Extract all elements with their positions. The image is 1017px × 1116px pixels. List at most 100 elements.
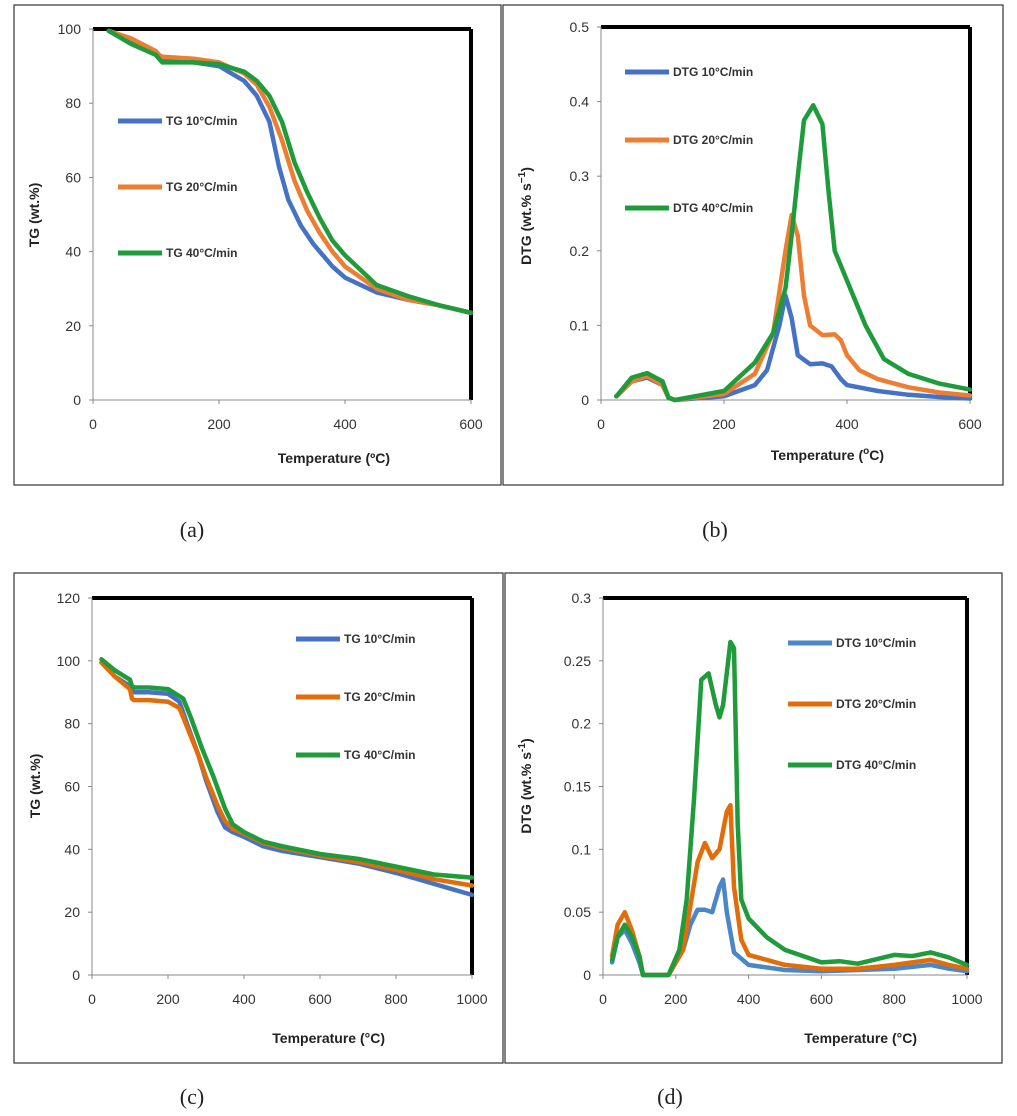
x-tick-label: 0 (89, 416, 97, 432)
y-tick-label: 100 (57, 653, 81, 669)
series-line-c-1 (99, 660, 475, 898)
chart-a: (a) 0 200 400 600 0 20 40 60 80 100 Temperature (º… (26, 21, 483, 542)
series-line-b-2 (614, 212, 973, 403)
y-tick-label: 0.25 (564, 653, 591, 669)
x-tick-label: 400 (232, 991, 256, 1007)
panel-c-frame (13, 572, 504, 1064)
x-axis-title-main: Temperature ( (771, 447, 864, 463)
y-tick-label: 0.4 (570, 94, 590, 110)
y-tick-label: 20 (65, 318, 81, 334)
series-line-b-3 (614, 103, 973, 403)
x-axis-title: Temperature (°C) (804, 1030, 917, 1046)
y-axis-title-main: TG (wt.%) (26, 183, 42, 248)
y-tick-label: 0.3 (572, 590, 592, 606)
legend-label: DTG 10°C/min (836, 636, 916, 650)
x-tick-label: 200 (156, 991, 180, 1007)
chart-b: (b) 0 200 400 600 0 0.1 0.2 0.3 0.4 0.5 Temperatur… (517, 19, 982, 542)
x-axis-title: Temperature (oC) (771, 446, 884, 463)
x-axis-title-main: Temperature (ºC) (278, 450, 390, 466)
panel-a-frame (13, 4, 502, 486)
x-tick-label: 400 (835, 416, 859, 432)
x-tick-label: 600 (958, 416, 982, 432)
x-tick-label: 200 (207, 416, 231, 432)
y-tick-label: 60 (64, 779, 80, 795)
x-tick-label: 200 (664, 991, 688, 1007)
series-line-c-2 (99, 660, 475, 888)
x-tick-label: 600 (810, 991, 834, 1007)
x-tick-label: 1000 (456, 991, 487, 1007)
y-tick-label: 0 (581, 392, 589, 408)
legend-label: TG 40°C/min (166, 246, 237, 260)
y-tick-label: 80 (65, 95, 81, 111)
x-axis-title-end: C) (869, 447, 884, 463)
legend-label: TG 20°C/min (344, 690, 415, 704)
y-tick-label: 0.1 (570, 317, 590, 333)
y-tick-label: 120 (57, 590, 81, 606)
x-tick-label: 800 (384, 991, 408, 1007)
y-axis-title: DTG (wt.% s-1) (517, 738, 534, 833)
y-axis-title: DTG (wt.% s−1) (517, 167, 534, 265)
y-axis-title-main: DTG (wt.% s (518, 183, 534, 265)
legend-label: DTG 40°C/min (836, 758, 916, 772)
series-line-b-1 (614, 293, 973, 403)
x-axis-title: Temperature (°C) (272, 1030, 385, 1046)
series-line-a-3 (106, 28, 474, 316)
y-axis-title-main: TG (wt.%) (27, 754, 43, 819)
series-line-a-2 (106, 28, 474, 316)
panel-label-d: (d) (657, 1084, 683, 1109)
x-axis-title-sup: o (863, 446, 869, 457)
y-axis-title: TG (wt.%) (26, 183, 42, 248)
panel-label-b: (b) (702, 517, 728, 542)
legend-label: DTG 40°C/min (673, 201, 753, 215)
y-tick-label: 40 (65, 244, 81, 260)
y-tick-label: 20 (64, 904, 80, 920)
y-tick-label: 0.2 (572, 716, 592, 732)
x-tick-label: 400 (737, 991, 761, 1007)
x-tick-label: 400 (333, 416, 357, 432)
legend-label: TG 20°C/min (166, 180, 237, 194)
series-line-d-3 (609, 639, 970, 978)
y-tick-label: 0.05 (564, 904, 591, 920)
y-tick-label: 0.2 (570, 243, 590, 259)
y-axis-title-end: ) (518, 167, 534, 172)
y-tick-label: 0 (583, 967, 591, 983)
y-tick-label: 60 (65, 169, 81, 185)
x-tick-label: 200 (712, 416, 736, 432)
x-tick-label: 0 (599, 991, 607, 1007)
panel-label-c: (c) (180, 1084, 204, 1109)
y-tick-label: 0 (72, 967, 80, 983)
x-axis-title: Temperature (ºC) (278, 450, 390, 466)
y-tick-label: 100 (58, 21, 82, 37)
legend-label: DTG 10°C/min (673, 65, 753, 79)
x-tick-label: 600 (308, 991, 332, 1007)
y-tick-label: 0 (73, 392, 81, 408)
legend-label: TG 10°C/min (166, 114, 237, 128)
legend-label: DTG 20°C/min (673, 133, 753, 147)
y-tick-label: 0.3 (570, 168, 590, 184)
x-tick-label: 800 (883, 991, 907, 1007)
y-axis-title-end: ) (518, 738, 534, 743)
x-axis-title-main: Temperature (°C) (804, 1030, 917, 1046)
series-line-c-3 (99, 657, 475, 880)
y-tick-label: 0.1 (572, 841, 592, 857)
y-tick-label: 0.5 (570, 19, 590, 35)
panel-d-frame (504, 572, 1003, 1064)
legend-label: TG 40°C/min (344, 748, 415, 762)
panel-label-a: (a) (180, 517, 204, 542)
x-axis-title-main: Temperature (°C) (272, 1030, 385, 1046)
y-axis-title-sup: −1 (517, 171, 528, 183)
legend-label: TG 10°C/min (344, 632, 415, 646)
y-axis-title-sup: -1 (517, 743, 528, 752)
x-tick-label: 600 (459, 416, 483, 432)
x-tick-label: 0 (88, 991, 96, 1007)
x-tick-label: 1000 (951, 991, 982, 1007)
y-tick-label: 80 (64, 716, 80, 732)
chart-c: (c) 0 200 400 600 800 1000 0 20 40 60 80 100 120 Temp… (27, 590, 488, 1109)
y-tick-label: 0.15 (564, 779, 591, 795)
panel-b-frame (502, 4, 1004, 486)
y-axis-title-main: DTG (wt.% s (518, 752, 534, 834)
y-tick-label: 40 (64, 841, 80, 857)
x-tick-label: 0 (597, 416, 605, 432)
legend-label: DTG 20°C/min (836, 697, 916, 711)
